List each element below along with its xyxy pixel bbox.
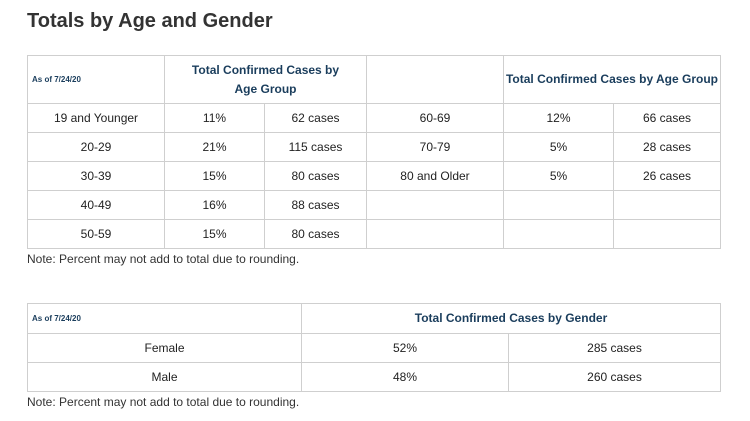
page-title: Totals by Age and Gender — [27, 10, 273, 32]
empty-cell — [613, 190, 721, 220]
age-percent: 12% — [503, 103, 614, 133]
table-row: 40-49 16% 88 cases — [27, 190, 721, 220]
gender-header: Total Confirmed Cases by Gender — [301, 303, 721, 334]
age-percent: 16% — [164, 190, 265, 220]
gender-label: Male — [27, 362, 302, 392]
gender-cases: 260 cases — [508, 362, 721, 392]
table-row: 19 and Younger 11% 62 cases 60-69 12% 66… — [27, 103, 721, 133]
table-header-row: As of 7/24/20 Total Confirmed Cases by A… — [27, 55, 721, 104]
age-percent: 15% — [164, 161, 265, 191]
empty-cell — [503, 219, 614, 249]
age-percent: 5% — [503, 132, 614, 162]
age-percent: 15% — [164, 219, 265, 249]
age-group: 40-49 — [27, 190, 165, 220]
table-row: Female 52% 285 cases — [27, 333, 721, 363]
age-group-table: As of 7/24/20 Total Confirmed Cases by A… — [27, 55, 721, 249]
table-row: Male 48% 260 cases — [27, 362, 721, 392]
age-cases: 88 cases — [264, 190, 367, 220]
age-percent: 5% — [503, 161, 614, 191]
table-row: 30-39 15% 80 cases 80 and Older 5% 26 ca… — [27, 161, 721, 191]
gender-label: Female — [27, 333, 302, 363]
age-percent: 11% — [164, 103, 265, 133]
gender-percent: 48% — [301, 362, 509, 392]
age-cases: 80 cases — [264, 219, 367, 249]
age-cases: 28 cases — [613, 132, 721, 162]
age-cases: 26 cases — [613, 161, 721, 191]
age-group: 60-69 — [366, 103, 504, 133]
empty-header-cell — [366, 55, 504, 104]
rounding-note: Note: Percent may not add to total due t… — [27, 252, 300, 266]
age-group: 80 and Older — [366, 161, 504, 191]
gender-cases: 285 cases — [508, 333, 721, 363]
table-header-row: As of 7/24/20 Total Confirmed Cases by G… — [27, 303, 721, 334]
age-group: 20-29 — [27, 132, 165, 162]
age-percent: 21% — [164, 132, 265, 162]
age-cases: 115 cases — [264, 132, 367, 162]
age-cases: 62 cases — [264, 103, 367, 133]
age-group: 30-39 — [27, 161, 165, 191]
empty-cell — [613, 219, 721, 249]
empty-cell — [366, 219, 504, 249]
empty-cell — [503, 190, 614, 220]
age-header-right: Total Confirmed Cases by Age Group — [503, 55, 721, 104]
age-group: 50-59 — [27, 219, 165, 249]
as-of-label: As of 7/24/20 — [27, 55, 165, 104]
age-group: 70-79 — [366, 132, 504, 162]
table-row: 50-59 15% 80 cases — [27, 219, 721, 249]
age-header-left: Total Confirmed Cases by Age Group — [164, 55, 367, 104]
rounding-note: Note: Percent may not add to total due t… — [27, 395, 300, 409]
gender-percent: 52% — [301, 333, 509, 363]
empty-cell — [366, 190, 504, 220]
age-cases: 80 cases — [264, 161, 367, 191]
as-of-label: As of 7/24/20 — [27, 303, 302, 334]
gender-table: As of 7/24/20 Total Confirmed Cases by G… — [27, 303, 721, 392]
age-cases: 66 cases — [613, 103, 721, 133]
age-group: 19 and Younger — [27, 103, 165, 133]
table-row: 20-29 21% 115 cases 70-79 5% 28 cases — [27, 132, 721, 162]
